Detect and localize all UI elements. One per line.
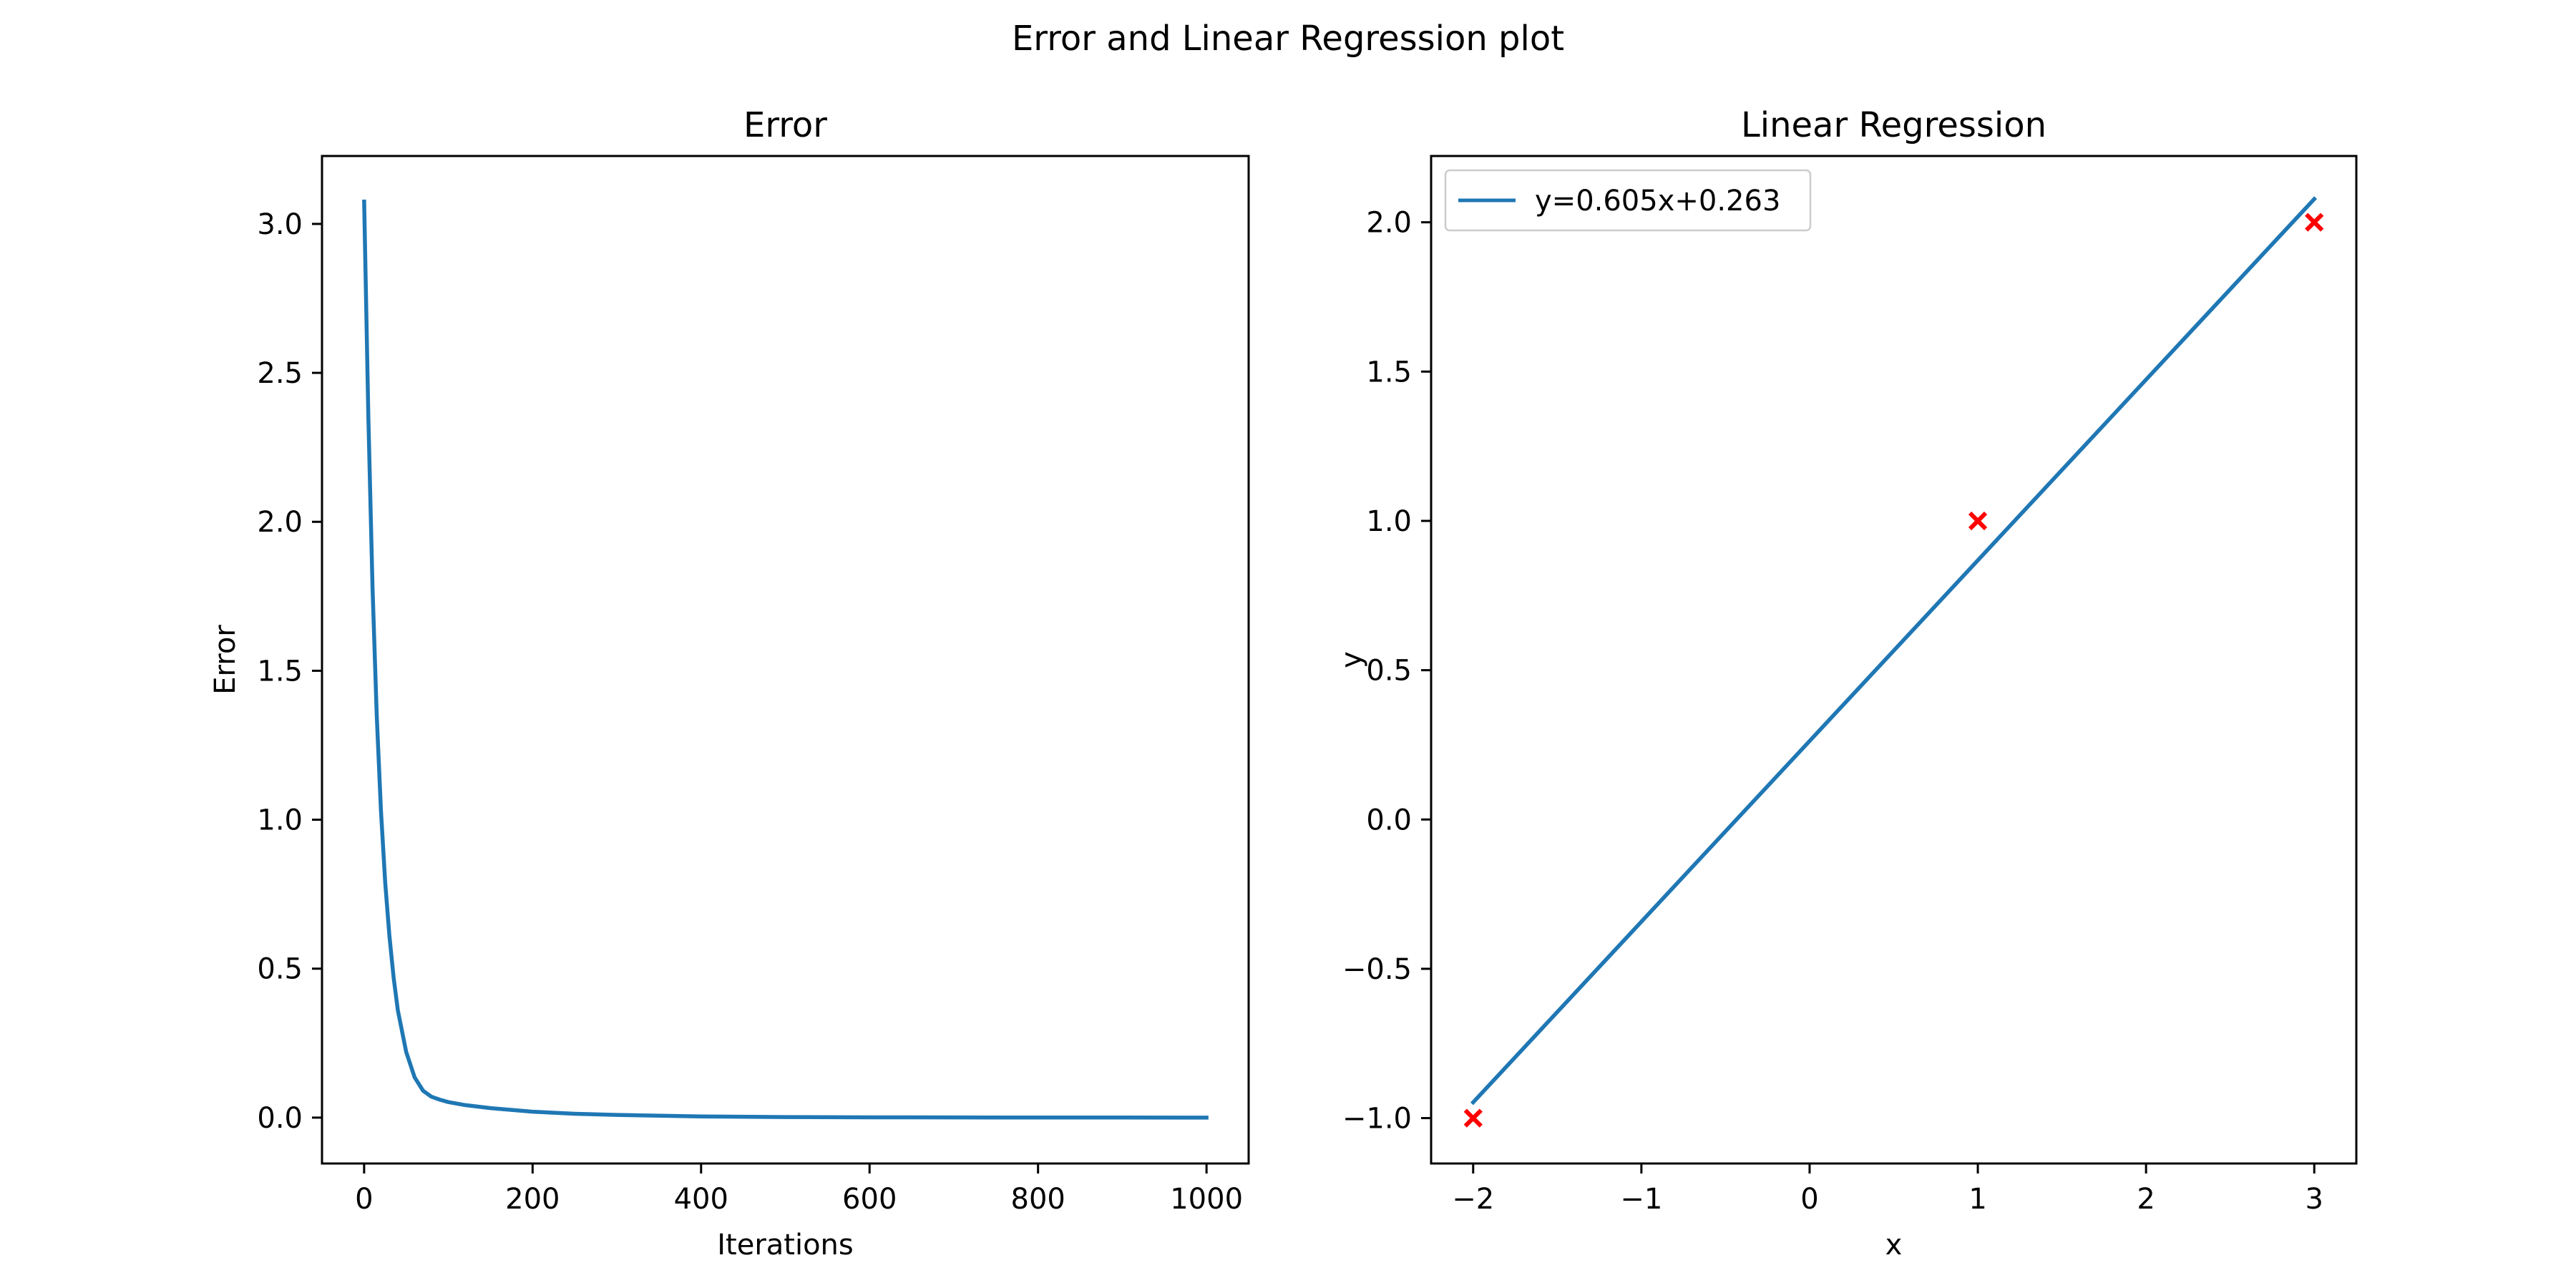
regression-series-line [1470, 196, 2318, 1106]
regression-y-tick-label: −0.5 [1342, 953, 1412, 986]
error-x-tick-label: 800 [1011, 1183, 1065, 1216]
error-y-tick-label: 0.0 [257, 1102, 303, 1135]
regression-y-tick-label: −1.0 [1342, 1103, 1412, 1136]
regression-x-tick-label: 3 [2306, 1183, 2323, 1216]
error-y-tick-label: 2.5 [257, 357, 303, 390]
regression-scatter-point [2305, 213, 2324, 232]
error-ticks: 0 200 400 600 800 1000 0.0 0.5 1.0 1.5 2.0 2.5 3.0 [257, 208, 1243, 1216]
error-y-tick-label: 1.0 [257, 804, 303, 837]
regression-y-tick-label: 0.5 [1366, 655, 1412, 688]
error-x-tick-label: 400 [674, 1183, 728, 1216]
regression-axes-frame [1430, 155, 2358, 1165]
error-series-line [362, 199, 1209, 1120]
regression-scatter-point [1968, 511, 1988, 531]
error-y-tick-label: 3.0 [257, 208, 303, 241]
regression-y-tick-label: 1.0 [1366, 505, 1412, 538]
regression-scatter-point [1463, 1108, 1483, 1128]
regression-y-tick-label: 0.0 [1366, 804, 1412, 836]
regression-plot-marks [1463, 196, 2324, 1128]
regression-axes: −2 −1 0 1 2 3 −1.0 −0.5 0.0 0.5 1.0 1.5 2.0 Linear R… [1335, 105, 2358, 1262]
error-x-tick-label: 200 [505, 1183, 560, 1216]
error-axes: 0 200 400 600 800 1000 0.0 0.5 1.0 1.5 2.0 2.5 3.0 E… [209, 105, 1250, 1262]
legend-entry-label: y=0.605x+0.263 [1535, 185, 1780, 218]
regression-legend: y=0.605x+0.263 [1444, 169, 1812, 232]
error-axes-frame [321, 155, 1250, 1165]
regression-y-axis-label: y [1335, 651, 1368, 668]
error-y-tick-label: 0.5 [257, 953, 303, 986]
regression-x-tick-label: 2 [2137, 1183, 2155, 1216]
regression-x-tick-label: 0 [1800, 1183, 1818, 1216]
regression-x-axis-label: x [1885, 1229, 1903, 1262]
regression-x-tick-label: −2 [1452, 1183, 1494, 1216]
error-x-tick-label: 0 [355, 1183, 373, 1216]
figure-suptitle: Error and Linear Regression plot [1012, 19, 1564, 59]
error-y-axis-label: Error [209, 625, 242, 695]
error-plot-marks [362, 199, 1209, 1120]
regression-ticks: −2 −1 0 1 2 3 −1.0 −0.5 0.0 0.5 1.0 1.5 2.0 [1342, 207, 2323, 1216]
error-x-tick-label: 1000 [1170, 1183, 1243, 1216]
error-x-tick-label: 600 [842, 1183, 897, 1216]
error-y-tick-label: 1.5 [257, 655, 303, 688]
regression-axes-title: Linear Regression [1741, 105, 2046, 145]
regression-y-tick-label: 2.0 [1366, 207, 1412, 240]
error-axes-title: Error [743, 105, 827, 145]
error-x-axis-label: Iterations [717, 1229, 854, 1262]
regression-y-tick-label: 1.5 [1366, 356, 1412, 389]
regression-x-tick-label: 1 [1968, 1183, 1986, 1216]
legend-box [1444, 169, 1812, 232]
regression-x-tick-label: −1 [1620, 1183, 1662, 1216]
error-y-tick-label: 2.0 [257, 506, 303, 539]
